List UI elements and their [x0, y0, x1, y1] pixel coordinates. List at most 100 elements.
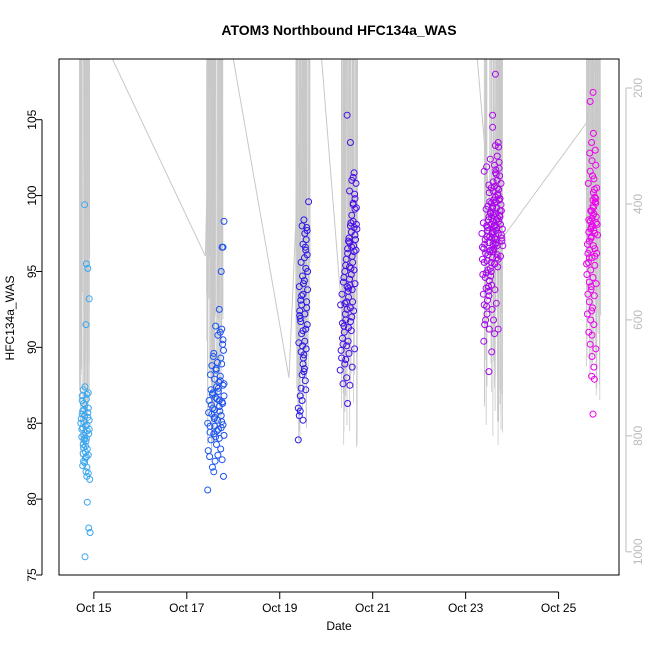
data-point [493, 254, 501, 262]
data-point [301, 243, 309, 251]
y-tick-label: 100 [25, 185, 39, 205]
data-point [296, 307, 304, 315]
data-point [302, 386, 310, 394]
data-point [340, 274, 348, 281]
data-point [590, 292, 598, 300]
data-point [350, 307, 358, 315]
data-point [339, 334, 346, 342]
data-point [215, 397, 223, 404]
data-point [589, 304, 596, 312]
data-point [348, 363, 356, 371]
data-point [586, 340, 594, 348]
data-point [296, 407, 304, 415]
data-point [298, 301, 306, 309]
data-point [497, 179, 505, 187]
data-point [493, 224, 501, 231]
data-point [217, 354, 225, 362]
data-point [486, 155, 494, 163]
data-point [348, 313, 356, 321]
data-point [208, 463, 216, 471]
data-point [84, 404, 92, 412]
data-point [587, 283, 595, 291]
data-point [493, 242, 501, 250]
data-point [485, 189, 493, 197]
data-point [300, 365, 308, 373]
data-point [487, 199, 495, 207]
data-point [84, 413, 92, 421]
data-point [588, 139, 596, 146]
data-point [214, 451, 222, 459]
data-point [490, 217, 497, 225]
data-point [585, 298, 593, 306]
data-point [219, 336, 227, 344]
data-point [299, 354, 307, 362]
data-point [584, 258, 592, 266]
data-point [210, 349, 218, 357]
data-point [351, 195, 359, 203]
data-point [351, 345, 359, 353]
data-point [344, 287, 352, 295]
data-point [586, 149, 594, 157]
data-point [220, 380, 228, 388]
data-point [343, 374, 351, 382]
data-point [337, 301, 345, 309]
data-point [588, 353, 596, 360]
data-points-layer [77, 70, 602, 561]
data-point [346, 318, 354, 326]
data-point [302, 345, 310, 353]
data-point [303, 321, 311, 329]
data-point [299, 272, 306, 280]
data-point [211, 413, 219, 421]
data-point [336, 366, 344, 374]
data-point [304, 268, 312, 275]
data-point [216, 407, 224, 415]
data-point [591, 245, 599, 253]
data-point [589, 88, 597, 96]
data-point [494, 255, 502, 263]
data-point [592, 195, 600, 203]
series-group [583, 88, 602, 418]
data-point [211, 422, 219, 430]
data-point [218, 418, 226, 426]
data-point [341, 299, 349, 307]
series-group [336, 111, 361, 407]
data-point [586, 246, 594, 254]
data-point [491, 260, 498, 268]
data-point [220, 431, 228, 439]
data-point [214, 387, 222, 395]
data-point [345, 234, 353, 242]
data-point [299, 290, 307, 298]
data-point [593, 184, 601, 192]
data-point [211, 457, 219, 465]
data-point [217, 268, 225, 275]
data-point [589, 189, 597, 197]
data-point [590, 375, 598, 383]
data-point [295, 339, 303, 347]
altitude-profile-segment [592, 58, 594, 218]
data-point [485, 292, 493, 300]
data-point [590, 227, 598, 234]
data-point [339, 380, 347, 388]
series-group [204, 217, 228, 494]
data-point [82, 434, 90, 442]
data-point [78, 410, 86, 418]
data-point [484, 296, 491, 304]
series-group [478, 70, 507, 376]
altitude-profile-segment [354, 58, 356, 308]
data-point [488, 281, 496, 289]
data-point [339, 278, 347, 286]
data-point [349, 199, 357, 207]
data-point [481, 321, 489, 329]
y2-tick-label: 200 [631, 78, 645, 98]
data-point [208, 390, 216, 398]
data-point [296, 312, 304, 319]
data-point [496, 195, 504, 203]
data-point [588, 331, 596, 339]
data-point [343, 283, 351, 291]
data-point [301, 310, 309, 318]
data-point [485, 325, 493, 333]
data-point [220, 392, 228, 400]
data-point [346, 263, 353, 271]
data-point [342, 356, 350, 363]
data-point [488, 305, 496, 313]
